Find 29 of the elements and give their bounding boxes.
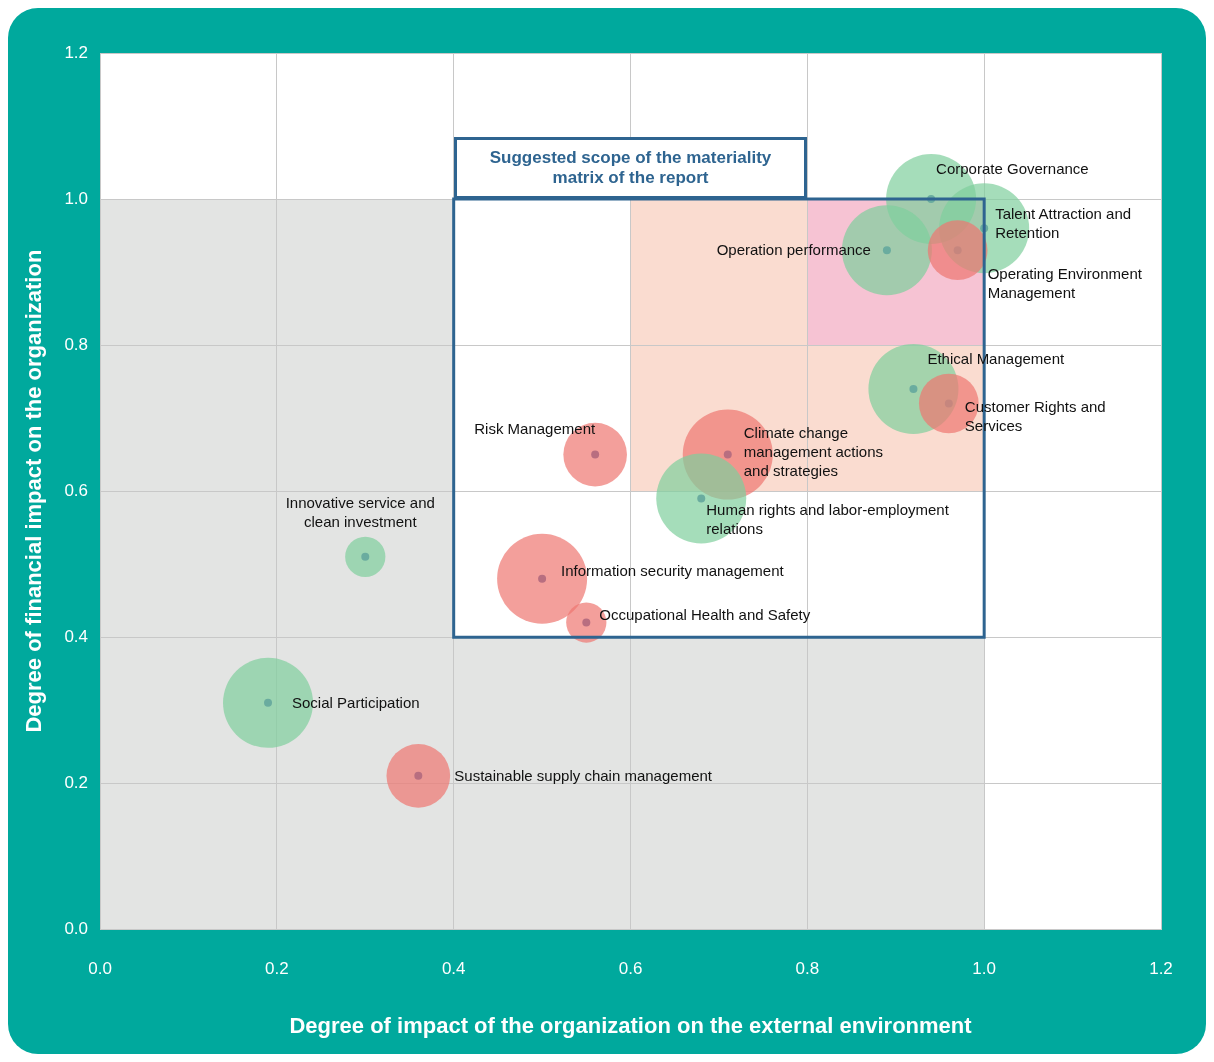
annotation: Operating Environment Management [987,264,1143,303]
x-tick-label: 0.4 [441,959,466,979]
annotation: Human rights and labor-employment relations [706,500,950,539]
annotation: Occupational Health and Safety [599,604,812,624]
x-tick-label: 1.2 [1149,959,1173,979]
y-axis-title: Degree of financial impact on the organization [21,249,47,733]
y-tick-label: 0.0 [64,918,89,938]
x-tick-label: 0.6 [618,959,643,979]
annotation: Corporate Governance [936,159,1090,179]
y-tick-label: 0.2 [64,772,89,792]
note-box: Suggested scope of the materiality matrix of the report [453,136,808,200]
y-tick-label: 1.2 [64,42,89,62]
annotation: Sustainable supply chain management [454,765,713,785]
annotation: Operation performance [715,240,871,260]
annotation: Risk Management [473,418,596,438]
annotation: Talent Attraction and Retention [995,204,1133,243]
y-tick-label: 0.8 [64,334,89,354]
annotation: Innovative service and clean investment [284,492,436,531]
y-tick-label: 1.0 [64,188,89,208]
x-tick-label: 0.0 [88,959,112,979]
x-tick-label: 0.8 [795,959,820,979]
annotation: Information security management [561,560,785,580]
x-tick-label: 1.0 [972,959,996,979]
x-axis-title: Degree of impact of the organization on the external environment [289,1012,973,1038]
annotation: Social Participation [292,692,421,712]
annotation: Climate change management actions and strategies [743,422,884,480]
y-tick-label: 0.4 [64,626,89,646]
x-tick-label: 0.2 [265,959,289,979]
y-tick-label: 0.6 [64,480,89,500]
